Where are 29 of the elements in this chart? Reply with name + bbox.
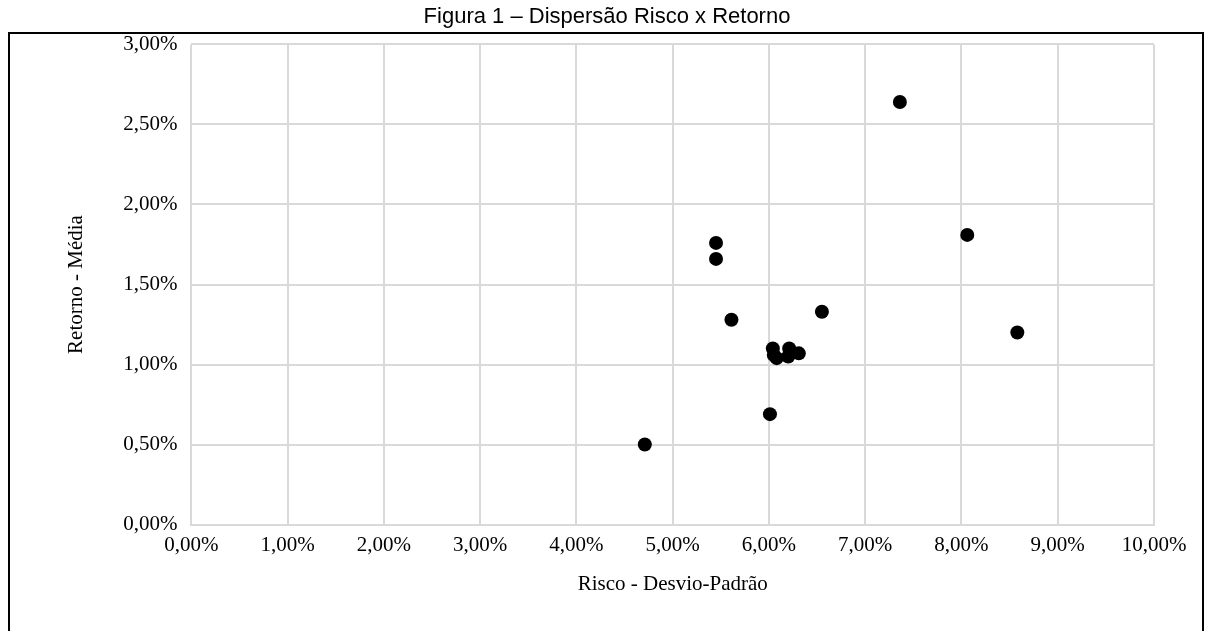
y-tick-label: 1,00% (123, 351, 178, 376)
x-tick-label: 7,00% (838, 531, 893, 556)
point (709, 251, 724, 266)
chart-title: Figura 1 – Dispersão Risco x Retorno (423, 3, 791, 29)
x-tick-label: 3,00% (453, 531, 508, 556)
y-tick-label: 3,00% (123, 30, 178, 55)
y-tick-label: 0,50% (123, 431, 178, 456)
x-tick-label: 2,00% (356, 531, 412, 556)
point (1010, 325, 1025, 340)
y-tick-label: 1,50% (123, 271, 178, 296)
x-tick-label: 9,00% (1030, 531, 1085, 556)
point (960, 227, 975, 242)
point (724, 312, 739, 327)
x-tick-label: 1,00% (260, 531, 315, 556)
point (637, 437, 652, 452)
x-tick-label: 5,00% (645, 531, 700, 556)
x-axis-title: Risco - Desvio-Padrão (577, 570, 768, 595)
point (769, 351, 784, 366)
x-tick-label: 4,00% (549, 531, 604, 556)
x-tick-label: 6,00% (741, 531, 797, 556)
point (709, 235, 724, 250)
point (762, 407, 777, 422)
y-tick-label: 2,50% (123, 110, 178, 135)
y-tick-label: 2,00% (123, 190, 178, 215)
y-axis-title: Retorno - Média (63, 214, 88, 354)
point (892, 95, 907, 110)
point (814, 304, 829, 319)
x-tick-label: 10,00% (1121, 531, 1187, 556)
x-tick-label: 8,00% (934, 531, 989, 556)
